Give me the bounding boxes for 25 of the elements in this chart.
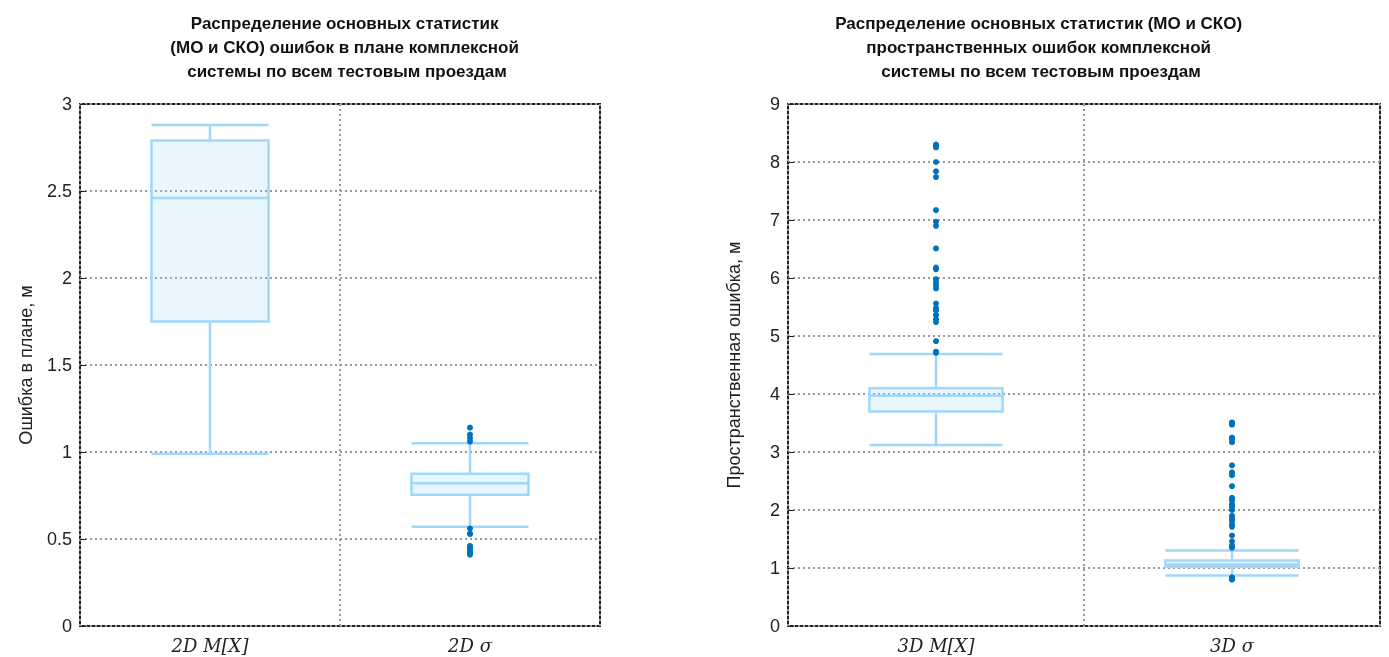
y-tick-label: 0 bbox=[61, 616, 72, 636]
y-tick-label: 1 bbox=[61, 442, 72, 462]
y-tick-label: 7 bbox=[769, 210, 780, 230]
x-tick-label: 3D M[X] bbox=[897, 634, 976, 656]
y-tick-label: 9 bbox=[769, 94, 780, 114]
y-tick-label: 8 bbox=[769, 152, 780, 172]
chart-title: Распределение основных статистик (МО и СКО) ошибок в плане комплексной системы по всем тестовым проездам bbox=[170, 13, 524, 81]
chart-title: Распределение основных статистик (МО и СКО) пространственных ошибок комплексной системы по всем тестовым проездам bbox=[835, 13, 1247, 81]
y-tick-label: 0 bbox=[769, 616, 780, 636]
y-tick-label: 6 bbox=[769, 268, 780, 288]
y-tick-label: 2 bbox=[61, 268, 72, 288]
y-tick-label: 1.5 bbox=[46, 355, 72, 375]
x-tick-label: 2D σ bbox=[447, 634, 493, 656]
y-tick-label: 3 bbox=[61, 94, 72, 114]
y-tick-label: 5 bbox=[769, 326, 780, 346]
y-tick-label: 1 bbox=[769, 558, 780, 578]
y-tick-label: 4 bbox=[769, 384, 780, 404]
x-tick-label: 2D M[X] bbox=[170, 634, 250, 656]
y-tick-label: 2 bbox=[769, 500, 780, 520]
y-axis-title: Пространственная ошибка, м bbox=[724, 241, 744, 489]
y-tick-label: 2.5 bbox=[46, 181, 72, 201]
y-tick-label: 3 bbox=[769, 442, 780, 462]
x-tick-label: 3D σ bbox=[1210, 634, 1255, 656]
y-tick-label: 0.5 bbox=[46, 529, 72, 549]
y-axis-title: Ошибка в плане, м bbox=[16, 285, 36, 445]
